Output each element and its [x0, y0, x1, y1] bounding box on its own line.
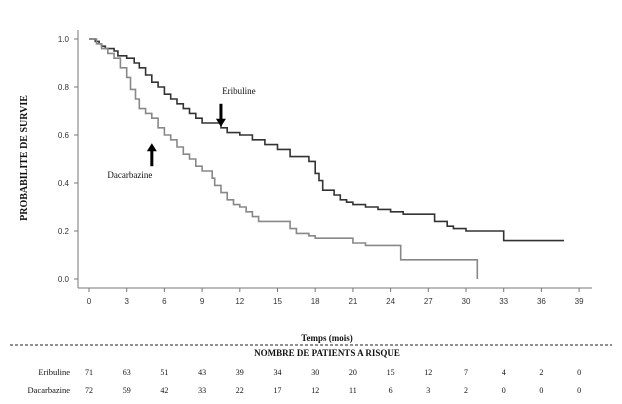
- x-tick-label: 18: [311, 297, 320, 306]
- axes: [77, 30, 592, 289]
- risk-cell: 0: [577, 368, 581, 377]
- arrow-head-icon: [146, 143, 157, 152]
- risk-table: Eribuline 71 63 51 43 39 34 30 20 15 12 7 4 2 0Dacarba…: [28, 367, 582, 395]
- x-tick-label: 12: [235, 297, 244, 306]
- risk-cell: 12: [311, 386, 319, 395]
- x-tick-label: 33: [499, 297, 508, 306]
- annotation-dacarbazine: Dacarbazine: [107, 143, 157, 180]
- risk-cell: 30: [311, 368, 319, 377]
- y-tick-label: 0.0: [58, 275, 70, 284]
- risk-cell: 51: [160, 368, 168, 377]
- x-tick-label: 30: [462, 297, 471, 306]
- risk-row-label: Eribuline: [38, 367, 70, 377]
- risk-cell: 34: [274, 368, 282, 377]
- survival-curves: [89, 38, 564, 279]
- risk-cell: 20: [349, 368, 357, 377]
- risk-cell: 43: [198, 368, 206, 377]
- risk-row-label: Dacarbazine: [28, 385, 71, 395]
- risk-cell: 63: [123, 368, 131, 377]
- risk-cell: 42: [160, 386, 168, 395]
- x-tick-label: 36: [537, 297, 546, 306]
- risk-cell: 22: [236, 386, 244, 395]
- risk-cell: 4: [502, 368, 506, 377]
- x-tick-label: 6: [162, 297, 167, 306]
- risk-cell: 33: [198, 386, 206, 395]
- y-ticks: 0.0 0.2 0.4 0.6 0.8 1.0: [58, 35, 78, 284]
- risk-cell: 0: [577, 386, 581, 395]
- risk-cell: 6: [389, 386, 393, 395]
- risk-cell: 59: [123, 386, 131, 395]
- annotations: Eribuline Dacarbazine: [107, 86, 255, 180]
- x-ticks: 0 3 6 9 12 15 18 21 24 27 30 33 36 39: [87, 288, 584, 306]
- y-axis-label: PROBABILITE DE SURVIE: [19, 95, 30, 221]
- risk-cell: 17: [274, 386, 282, 395]
- y-tick-label: 0.2: [58, 227, 70, 236]
- arrow-head-icon: [215, 118, 226, 127]
- risk-cell: 0: [539, 386, 543, 395]
- risk-cell: 11: [349, 386, 357, 395]
- x-tick-label: 0: [87, 297, 92, 306]
- risk-cell: 0: [502, 386, 506, 395]
- x-axis-label: Temps (mois): [301, 333, 352, 343]
- annotation-eribuline: Eribuline: [215, 86, 256, 127]
- risk-cell: 71: [85, 368, 93, 377]
- x-tick-label: 27: [424, 297, 433, 306]
- series-line-eribuline: [89, 38, 564, 242]
- y-tick-label: 1.0: [58, 35, 70, 44]
- risk-cell: 2: [464, 386, 468, 395]
- x-tick-label: 21: [348, 297, 357, 306]
- risk-cell: 3: [426, 386, 430, 395]
- risk-cell: 39: [236, 368, 244, 377]
- risk-cell: 7: [464, 368, 468, 377]
- y-tick-label: 0.8: [58, 83, 70, 92]
- x-tick-label: 15: [273, 297, 282, 306]
- risk-table-title: NOMBRE DE PATIENTS A RISQUE: [254, 348, 400, 358]
- risk-cell: 12: [424, 368, 432, 377]
- series-line-dacarbazine: [89, 38, 479, 279]
- y-tick-label: 0.4: [58, 179, 70, 188]
- x-tick-label: 3: [124, 297, 129, 306]
- risk-cell: 2: [539, 368, 543, 377]
- x-tick-label: 9: [200, 297, 205, 306]
- risk-cell: 72: [85, 386, 93, 395]
- annotation-label: Eribuline: [222, 86, 256, 96]
- annotation-label: Dacarbazine: [107, 170, 152, 180]
- risk-cell: 15: [387, 368, 395, 377]
- x-tick-label: 39: [575, 297, 584, 306]
- x-tick-label: 24: [386, 297, 395, 306]
- y-tick-label: 0.6: [58, 131, 70, 140]
